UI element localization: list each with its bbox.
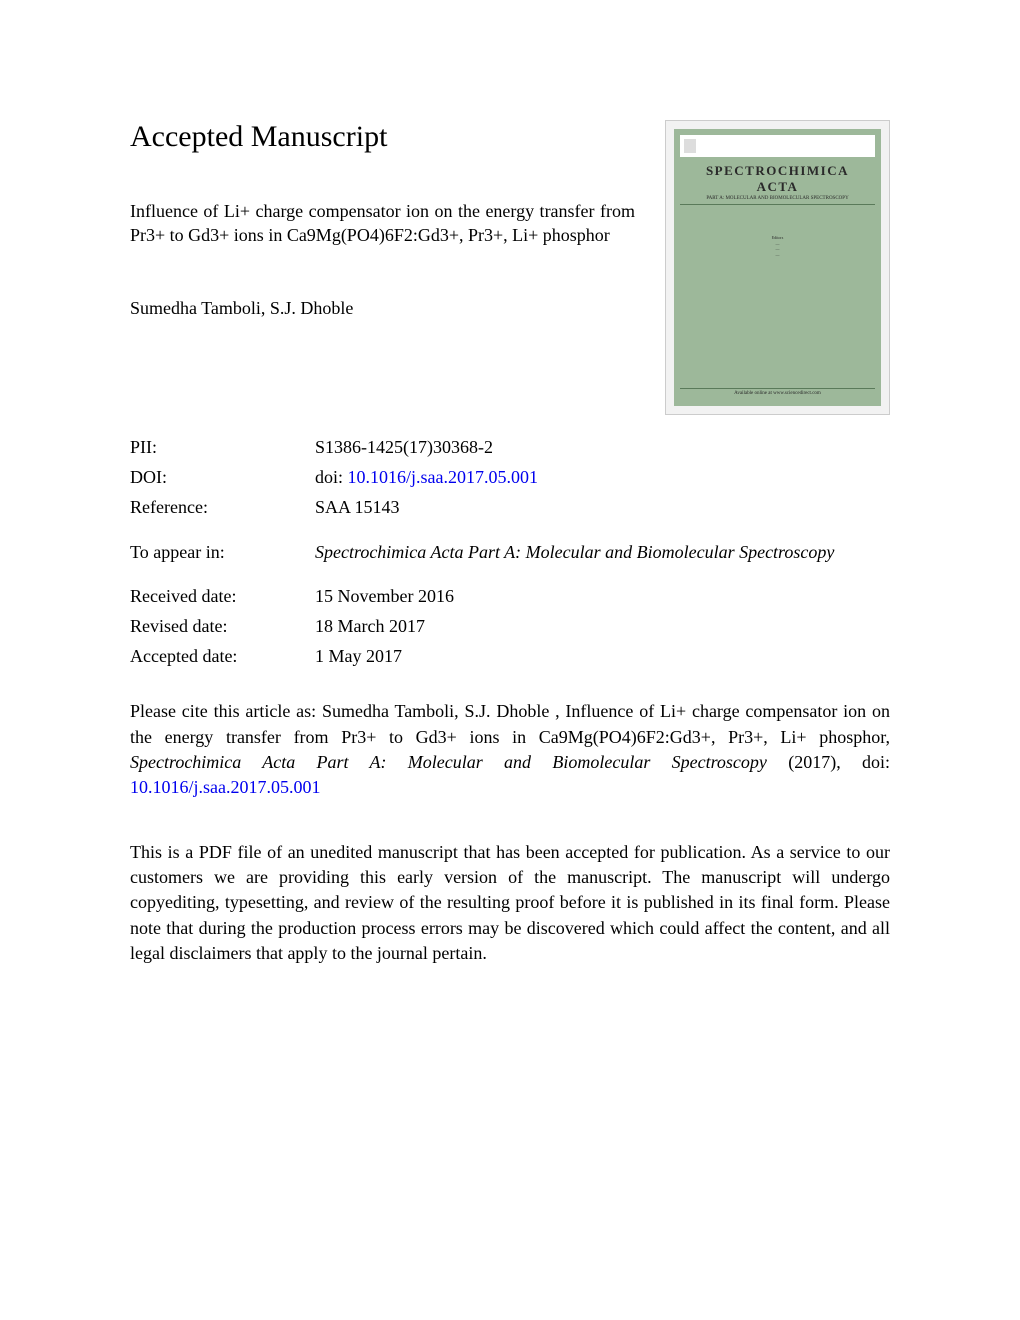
cover-editor-line: — bbox=[743, 252, 813, 258]
metadata-label: DOI: bbox=[130, 465, 315, 490]
metadata-row-appearin: To appear in: Spectrochimica Acta Part A… bbox=[130, 540, 890, 565]
cover-subtitle: PART A: MOLECULAR AND BIOMOLECULAR SPECT… bbox=[680, 196, 875, 205]
citation-journal: Spectrochimica Acta Part A: Molecular an… bbox=[130, 752, 767, 772]
cover-footer: Available online at www.sciencedirect.co… bbox=[680, 388, 875, 396]
metadata-value: Spectrochimica Acta Part A: Molecular an… bbox=[315, 540, 890, 565]
metadata-value: 18 March 2017 bbox=[315, 614, 890, 639]
metadata-value: doi: 10.1016/j.saa.2017.05.001 bbox=[315, 465, 890, 490]
metadata-label: Received date: bbox=[130, 584, 315, 609]
metadata-label: PII: bbox=[130, 435, 315, 460]
metadata-label: Accepted date: bbox=[130, 644, 315, 669]
metadata-label: To appear in: bbox=[130, 540, 315, 565]
header-section: Accepted Manuscript Influence of Li+ cha… bbox=[130, 120, 890, 415]
metadata-row-doi: DOI: doi: 10.1016/j.saa.2017.05.001 bbox=[130, 465, 890, 490]
authors-line: Sumedha Tamboli, S.J. Dhoble bbox=[130, 298, 635, 319]
page-heading: Accepted Manuscript bbox=[130, 120, 635, 154]
metadata-value: 1 May 2017 bbox=[315, 644, 890, 669]
metadata-row-accepted: Accepted date: 1 May 2017 bbox=[130, 644, 890, 669]
cover-top-bar bbox=[680, 135, 875, 157]
doi-link[interactable]: 10.1016/j.saa.2017.05.001 bbox=[348, 467, 539, 487]
doi-prefix: doi: bbox=[315, 467, 348, 487]
metadata-value: 15 November 2016 bbox=[315, 584, 890, 609]
cover-journal-name-line2: ACTA bbox=[680, 179, 875, 195]
article-title: Influence of Li+ charge compensator ion … bbox=[130, 199, 635, 248]
citation-doi-link[interactable]: 10.1016/j.saa.2017.05.001 bbox=[130, 777, 321, 797]
metadata-label: Reference: bbox=[130, 495, 315, 520]
cover-journal-name: SPECTROCHIMICA ACTA bbox=[680, 163, 875, 194]
metadata-row-pii: PII: S1386-1425(17)30368-2 bbox=[130, 435, 890, 460]
spacer bbox=[130, 570, 890, 584]
metadata-value: SAA 15143 bbox=[315, 495, 890, 520]
metadata-row-received: Received date: 15 November 2016 bbox=[130, 584, 890, 609]
citation-paragraph: Please cite this article as: Sumedha Tam… bbox=[130, 699, 890, 800]
journal-cover-thumbnail: SPECTROCHIMICA ACTA PART A: MOLECULAR AN… bbox=[665, 120, 890, 415]
disclaimer-paragraph: This is a PDF file of an unedited manusc… bbox=[130, 840, 890, 966]
metadata-value: S1386-1425(17)30368-2 bbox=[315, 435, 890, 460]
spacer bbox=[130, 526, 890, 540]
cover-inner: SPECTROCHIMICA ACTA PART A: MOLECULAR AN… bbox=[674, 129, 881, 406]
metadata-row-revised: Revised date: 18 March 2017 bbox=[130, 614, 890, 639]
citation-year: (2017), doi: bbox=[767, 752, 890, 772]
citation-prefix: Please cite this article as: Sumedha Tam… bbox=[130, 701, 890, 746]
metadata-label: Revised date: bbox=[130, 614, 315, 639]
cover-editors-box: Editors — — — bbox=[743, 235, 813, 257]
elsevier-logo-icon bbox=[684, 139, 696, 153]
metadata-table: PII: S1386-1425(17)30368-2 DOI: doi: 10.… bbox=[130, 435, 890, 669]
metadata-row-reference: Reference: SAA 15143 bbox=[130, 495, 890, 520]
left-column: Accepted Manuscript Influence of Li+ cha… bbox=[130, 120, 665, 344]
cover-middle-area: Editors — — — bbox=[680, 235, 875, 365]
cover-journal-name-line1: SPECTROCHIMICA bbox=[680, 163, 875, 179]
